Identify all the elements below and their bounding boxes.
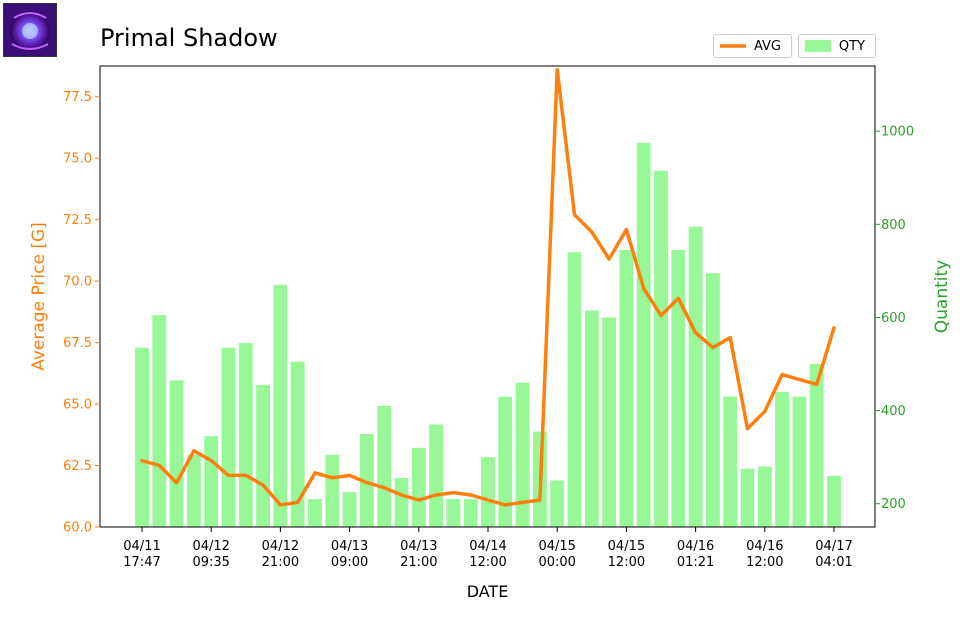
qty-bar — [550, 480, 565, 527]
qty-bar — [186, 454, 201, 527]
qty-bar — [654, 170, 668, 528]
qty-bar — [411, 447, 426, 527]
qty-bar — [221, 347, 236, 527]
qty-bar — [290, 361, 305, 527]
x-tick-label-date: 04/12 — [192, 539, 229, 554]
qty-bar — [567, 252, 582, 527]
qty-bar — [827, 475, 841, 527]
x-tick-label-date: 04/14 — [469, 539, 506, 554]
left-tick-label: 62.5 — [63, 459, 92, 474]
qty-bar — [723, 396, 738, 527]
x-axis-label: DATE — [467, 582, 509, 601]
qty-bar — [498, 396, 513, 527]
qty-bar — [359, 433, 374, 527]
qty-bar — [377, 405, 392, 527]
left-tick-label: 67.5 — [63, 336, 92, 351]
left-tick-label: 77.5 — [63, 90, 92, 105]
qty-bar — [636, 142, 651, 528]
qty-bar — [757, 466, 772, 527]
x-tick-label-time: 01:21 — [677, 555, 714, 570]
qty-bar — [740, 468, 755, 527]
qty-bar — [273, 284, 288, 527]
avg-line — [140, 67, 836, 507]
x-tick-label-date: 04/15 — [538, 539, 575, 554]
left-axis-label: Average Price [G] — [29, 222, 49, 371]
legend-qty-swatch — [805, 40, 831, 52]
qty-bar — [152, 315, 167, 527]
primal-shadow-item-icon — [3, 3, 57, 57]
right-tick-label: 1000 — [881, 125, 914, 140]
qty-bar — [481, 457, 495, 527]
left-tick-label: 75.0 — [63, 152, 92, 167]
x-tick-label-time: 09:35 — [192, 555, 229, 570]
legend-avg-swatch — [720, 44, 746, 48]
x-tick-label-time: 12:00 — [608, 555, 645, 570]
x-tick-label-time: 04:01 — [815, 555, 852, 570]
left-tick-label: 60.0 — [63, 521, 92, 536]
x-tick-label-date: 04/12 — [262, 539, 299, 554]
chart-title: Primal Shadow — [100, 24, 278, 52]
qty-bar — [515, 382, 530, 527]
qty-bar — [446, 499, 461, 527]
x-tick-label-time: 09:00 — [331, 555, 368, 570]
qty-bar — [584, 310, 599, 527]
qty-bar — [809, 364, 824, 527]
right-tick-label: 200 — [881, 497, 906, 512]
left-tick-label: 70.0 — [63, 275, 92, 290]
x-tick-label-date: 04/16 — [746, 539, 783, 554]
right-axis-label: Quantity — [932, 260, 952, 333]
qty-bar — [463, 499, 478, 527]
legend-avg: AVG — [713, 34, 792, 58]
x-tick-label-time: 12:00 — [746, 555, 783, 570]
qty-bar — [602, 317, 617, 527]
qty-bar — [325, 454, 340, 527]
qty-bar — [671, 249, 686, 528]
qty-bar — [792, 396, 807, 527]
qty-bar — [308, 499, 322, 527]
qty-bar — [429, 424, 444, 527]
x-tick-label-date: 04/11 — [123, 539, 160, 554]
x-tick-label-date: 04/16 — [677, 539, 714, 554]
left-tick-label: 65.0 — [63, 398, 92, 413]
left-tick-label: 72.5 — [63, 213, 92, 228]
legend-qty: QTY — [798, 34, 876, 58]
qty-bar — [394, 478, 409, 527]
qty-bar — [342, 492, 357, 527]
x-tick-label-time: 21:00 — [262, 555, 299, 570]
right-tick-label: 800 — [881, 218, 906, 233]
x-tick-label-date: 04/13 — [331, 539, 368, 554]
x-tick-label-date: 04/13 — [400, 539, 437, 554]
legend-qty-label: QTY — [838, 38, 865, 54]
qty-bar — [135, 347, 149, 527]
qty-bar — [775, 391, 790, 527]
qty-bar — [705, 273, 720, 527]
qty-bar — [619, 249, 634, 528]
x-tick-label-date: 04/15 — [608, 539, 645, 554]
right-tick-label: 400 — [881, 404, 906, 419]
x-tick-label-time: 21:00 — [400, 555, 437, 570]
qty-bar — [256, 384, 271, 527]
qty-bar — [688, 226, 703, 527]
qty-bar — [238, 343, 253, 527]
right-tick-label: 600 — [881, 311, 906, 326]
qty-bar — [204, 436, 219, 527]
x-tick-label-time: 12:00 — [469, 555, 506, 570]
qty-bar — [169, 380, 184, 527]
x-tick-label-date: 04/17 — [815, 539, 852, 554]
x-tick-label-time: 00:00 — [538, 555, 575, 570]
x-tick-label-time: 17:47 — [123, 555, 160, 570]
legend-avg-label: AVG — [753, 38, 781, 54]
